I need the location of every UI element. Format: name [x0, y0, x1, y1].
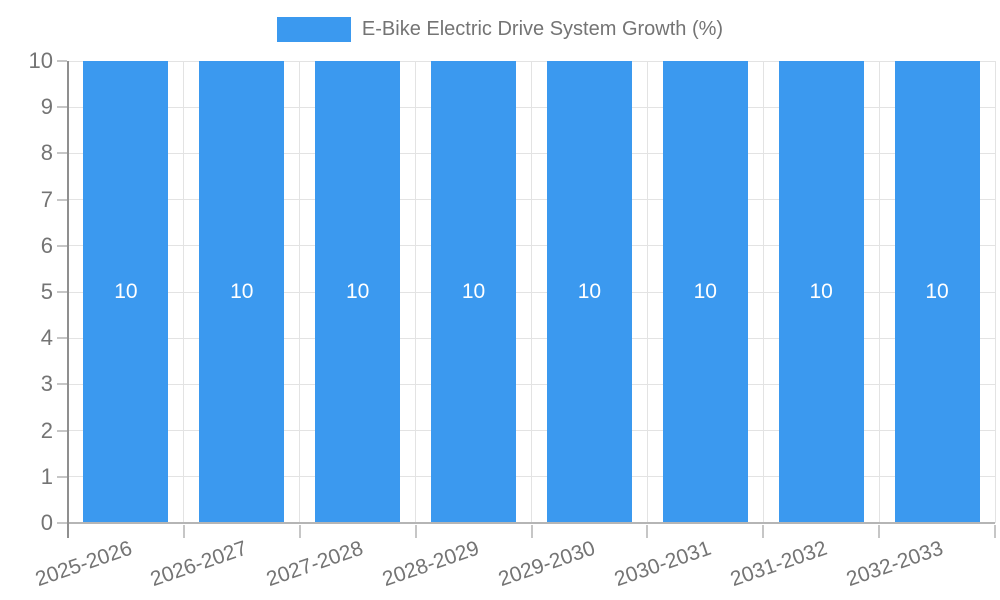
y-axis-tick: [57, 106, 67, 109]
y-axis-label: 3: [40, 371, 53, 397]
legend-item-growth[interactable]: E-Bike Electric Drive System Growth (%): [0, 17, 1000, 42]
y-axis-label: 6: [40, 232, 53, 258]
x-axis-label: 2029-2030: [495, 536, 599, 592]
y-axis-tick: [57, 244, 67, 247]
legend-label: E-Bike Electric Drive System Growth (%): [361, 18, 724, 40]
bar[interactable]: [546, 61, 632, 523]
x-axis-line: [68, 522, 995, 524]
x-axis-tick: [878, 525, 881, 538]
y-axis-label: 9: [40, 94, 53, 120]
bar-value-label: 10: [693, 280, 717, 303]
y-axis-label: 5: [40, 279, 53, 304]
x-axis-label: 2031-2032: [727, 536, 830, 592]
y-axis-tick: [57, 337, 67, 340]
x-axis-tick: [762, 525, 765, 538]
y-axis-label: 0: [40, 510, 53, 535]
bar[interactable]: [894, 61, 980, 523]
x-axis-tick: [646, 525, 649, 538]
gridline-vertical: [531, 61, 532, 523]
y-axis-tick: [57, 152, 67, 155]
y-axis-label: 7: [40, 186, 53, 212]
y-axis-label: 2: [40, 417, 53, 443]
y-axis-tick: [57, 198, 67, 201]
y-axis-label: 10: [28, 48, 53, 73]
y-axis-tick: [57, 522, 67, 524]
x-axis-label: 2027-2028: [263, 536, 367, 592]
gridline-vertical: [415, 61, 417, 523]
bar-value-label: 10: [809, 280, 833, 303]
gridline-vertical: [878, 61, 880, 523]
x-axis-label: 2026-2027: [147, 536, 251, 592]
bar-value-label: 10: [577, 280, 602, 303]
y-axis-tick: [57, 291, 67, 293]
y-axis-label: 4: [40, 325, 53, 351]
bar-value-label: 10: [461, 280, 486, 303]
bar[interactable]: [83, 61, 169, 523]
x-axis-tick: [414, 525, 417, 538]
bar[interactable]: [431, 61, 517, 523]
x-axis-label: 2025-2026: [32, 536, 135, 592]
bar-value-label: 10: [925, 280, 949, 303]
y-axis-tick: [57, 429, 67, 432]
bar[interactable]: [778, 61, 864, 523]
x-axis-tick: [182, 525, 185, 538]
bar[interactable]: [315, 61, 401, 523]
x-axis-label: 2028-2029: [379, 536, 483, 592]
legend-swatch: [276, 17, 351, 42]
bar[interactable]: [199, 61, 285, 523]
gridline-vertical: [183, 61, 185, 523]
gridline-vertical: [646, 61, 648, 523]
y-axis-label: 1: [40, 463, 53, 489]
x-axis-tick: [994, 525, 996, 538]
x-axis-label: 2030-2031: [611, 536, 714, 592]
x-axis-tick: [298, 525, 301, 538]
gridline-vertical: [299, 61, 301, 523]
y-axis-tick: [57, 60, 67, 62]
x-axis-label: 2032-2033: [843, 536, 946, 592]
gridline-vertical: [994, 61, 996, 523]
y-axis-line: [67, 61, 69, 538]
y-axis-tick: [57, 475, 67, 478]
bar-value-label: 10: [114, 280, 138, 303]
gridline-vertical: [762, 61, 764, 523]
bar-value-label: 10: [230, 280, 254, 303]
bar-value-label: 10: [346, 280, 370, 303]
x-axis-tick: [530, 525, 533, 538]
bar[interactable]: [662, 61, 748, 523]
y-axis-tick: [57, 383, 67, 386]
y-axis-label: 8: [40, 140, 53, 166]
